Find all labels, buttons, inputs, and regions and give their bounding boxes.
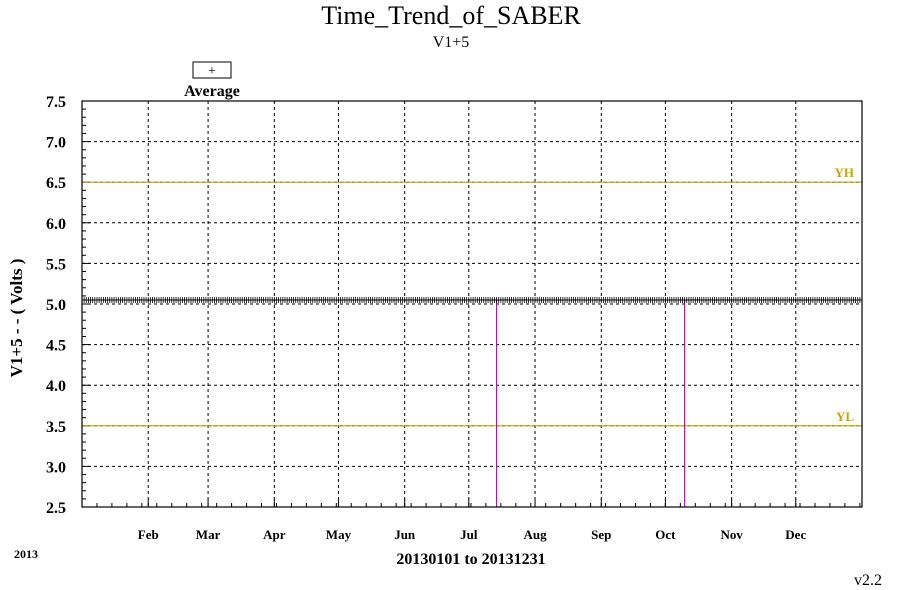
x-tick-label: Sep [591, 527, 611, 542]
year-label: 2013 [14, 547, 38, 561]
x-tick-label: Feb [138, 527, 159, 542]
x-tick-label: Jun [394, 527, 416, 542]
chart-title: Time_Trend_of_SABER [321, 1, 581, 30]
x-axis-label: 20130101 to 20131231 [396, 551, 545, 568]
y-tick-label: 5.5 [46, 256, 66, 273]
legend: + Average [184, 61, 240, 100]
legend-marker: + [208, 64, 216, 79]
x-tick-label: Jul [460, 527, 478, 542]
y-tick-label: 3.0 [46, 459, 66, 476]
legend-label: Average [184, 83, 240, 100]
x-tick-label: Mar [196, 527, 221, 542]
y-tick-label: 6.0 [46, 216, 66, 233]
version-label: v2.2 [854, 572, 882, 589]
x-tick-label: May [326, 527, 352, 542]
y-tick-label: 4.5 [46, 338, 66, 355]
legend-marker-box [192, 61, 232, 79]
x-tick-label: Apr [263, 527, 286, 542]
plot-area: 2.5 3.0 3.5 4.0 4.5 5.0 5.5 6.0 6.5 7.0 7.5 Feb Mar A… [46, 94, 863, 542]
y-tick-label: 7.0 [46, 135, 66, 152]
y-tick-label: 6.5 [46, 175, 66, 192]
reference-line-label-yh: YH [835, 165, 855, 180]
y-tick-label: 7.5 [46, 94, 66, 111]
plot-frame [81, 100, 863, 508]
x-tick-label: Nov [720, 527, 743, 542]
chart-subtitle: V1+5 [433, 34, 470, 51]
x-tick-label: Aug [523, 527, 547, 542]
reference-line-label-yl: YL [836, 409, 854, 424]
y-tick-label: 3.5 [46, 419, 66, 436]
y-axis-label: V1+5 - - ( Volts ) [7, 259, 26, 378]
y-tick-label: 5.0 [46, 297, 66, 314]
x-tick-label: Dec [785, 527, 806, 542]
x-tick-label: Oct [655, 527, 676, 542]
y-tick-label: 2.5 [46, 500, 66, 517]
y-tick-label: 4.0 [46, 378, 66, 395]
